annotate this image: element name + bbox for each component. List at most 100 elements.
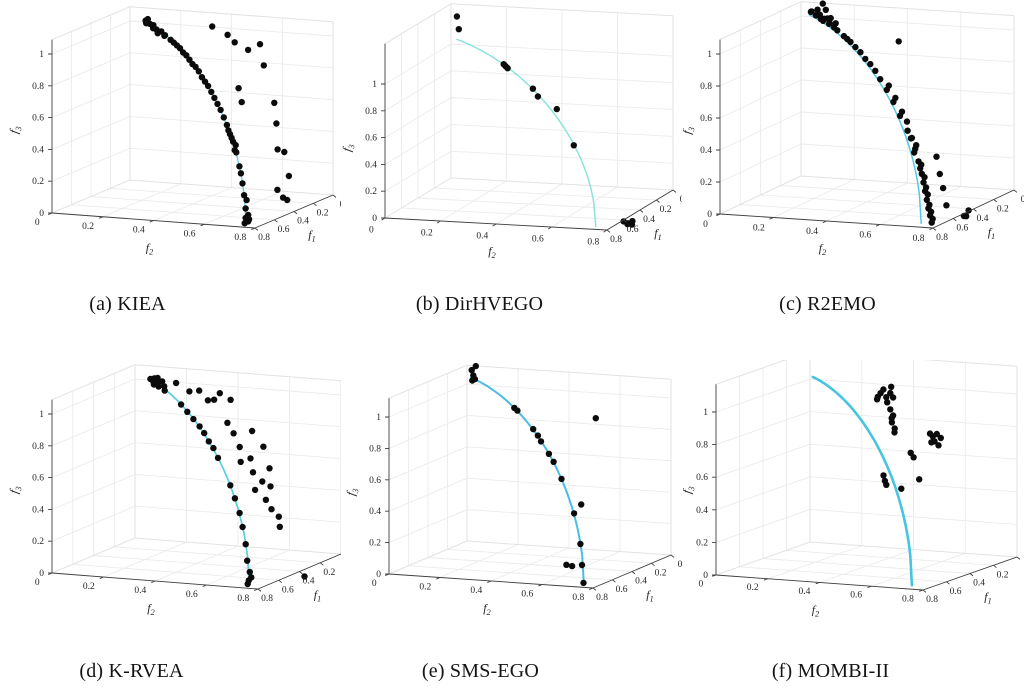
svg-text:1: 1 — [376, 413, 381, 423]
svg-text:0.4: 0.4 — [806, 227, 818, 237]
svg-text:0.2: 0.2 — [700, 178, 712, 188]
svg-text:0.2: 0.2 — [753, 223, 765, 233]
svg-text:0: 0 — [678, 560, 682, 570]
svg-text:1: 1 — [39, 410, 44, 420]
svg-text:0.2: 0.2 — [419, 583, 431, 593]
plot-e-sms-ego: 0 0.2 0.4 0.6 0.8 1 0 0.2 0.4 0.6 0.8 0.8 0.6 0.4 0.2 0… — [344, 362, 682, 617]
svg-text:0.8: 0.8 — [237, 594, 249, 604]
svg-text:0.6: 0.6 — [369, 476, 381, 486]
svg-text:1: 1 — [39, 50, 44, 60]
svg-text:f1: f1 — [314, 588, 322, 604]
svg-text:f3: f3 — [7, 125, 24, 135]
svg-text:0.2: 0.2 — [83, 582, 95, 592]
svg-text:0.8: 0.8 — [596, 593, 608, 603]
svg-text:f2: f2 — [812, 603, 820, 619]
svg-text:0.8: 0.8 — [913, 234, 925, 244]
svg-text:f2: f2 — [146, 241, 154, 257]
svg-text:0.8: 0.8 — [234, 233, 246, 243]
svg-text:1: 1 — [707, 50, 712, 60]
svg-text:0.6: 0.6 — [700, 114, 712, 124]
svg-text:f2: f2 — [488, 244, 496, 260]
svg-text:0.4: 0.4 — [977, 214, 989, 224]
svg-text:0.4: 0.4 — [696, 506, 708, 516]
svg-text:0.8: 0.8 — [902, 594, 914, 604]
svg-text:0.6: 0.6 — [184, 229, 196, 239]
svg-text:0.2: 0.2 — [997, 205, 1009, 215]
svg-text:0: 0 — [369, 225, 374, 235]
svg-text:f3: f3 — [683, 485, 697, 495]
svg-text:0.8: 0.8 — [696, 441, 708, 451]
svg-text:0.6: 0.6 — [278, 225, 290, 235]
svg-text:0.2: 0.2 — [369, 539, 381, 549]
svg-text:0.4: 0.4 — [303, 577, 315, 587]
caption-e: (e) SMS-EGO — [421, 660, 540, 682]
svg-text:f2: f2 — [819, 241, 827, 257]
svg-text:0.6: 0.6 — [950, 587, 962, 597]
svg-text:0: 0 — [707, 210, 712, 220]
svg-text:f1: f1 — [654, 226, 662, 242]
svg-text:0.2: 0.2 — [82, 222, 94, 232]
svg-text:0.4: 0.4 — [635, 577, 647, 587]
svg-text:0.4: 0.4 — [476, 231, 488, 241]
svg-text:0.4: 0.4 — [134, 586, 146, 596]
svg-text:0.2: 0.2 — [32, 177, 44, 187]
svg-text:0.8: 0.8 — [610, 235, 622, 245]
svg-text:0: 0 — [703, 220, 708, 230]
svg-text:0.4: 0.4 — [798, 587, 810, 597]
svg-text:0.2: 0.2 — [655, 568, 667, 578]
svg-text:f1: f1 — [984, 590, 992, 606]
svg-text:0.8: 0.8 — [572, 593, 584, 603]
svg-text:0.6: 0.6 — [956, 224, 968, 234]
svg-text:f3: f3 — [683, 125, 697, 135]
svg-text:0.8: 0.8 — [936, 233, 948, 243]
caption-c: (c) R2EMO — [779, 293, 876, 315]
svg-text:0.6: 0.6 — [532, 234, 544, 244]
svg-text:f1: f1 — [988, 225, 996, 241]
svg-text:0.6: 0.6 — [365, 134, 377, 144]
svg-text:0.8: 0.8 — [258, 233, 270, 243]
plot-f-mombi-ii: 00.20.40.60.8100.20.40.60.80.80.60.40.20… — [683, 360, 1024, 619]
svg-text:0.2: 0.2 — [365, 187, 377, 197]
caption-b: (b) DirHVEGO — [415, 293, 544, 315]
svg-text:0: 0 — [680, 195, 682, 205]
svg-text:0.8: 0.8 — [32, 82, 44, 92]
svg-text:1: 1 — [703, 408, 708, 418]
svg-text:0.6: 0.6 — [850, 591, 862, 601]
svg-text:0.8: 0.8 — [700, 82, 712, 92]
svg-text:0.2: 0.2 — [747, 583, 759, 593]
svg-text:0.4: 0.4 — [470, 586, 482, 596]
svg-text:0: 0 — [372, 579, 377, 589]
svg-text:f3: f3 — [7, 485, 24, 495]
svg-text:0.4: 0.4 — [297, 217, 309, 227]
svg-text:0.2: 0.2 — [696, 538, 708, 548]
plot-d-k-rvea: 00.20.40.60.8100.20.40.60.80.80.60.40.20… — [7, 364, 341, 617]
svg-text:0.2: 0.2 — [997, 570, 1009, 580]
caption-f: (f) MOMBI-II — [771, 660, 890, 682]
svg-text:0.8: 0.8 — [926, 595, 938, 605]
svg-text:0.2: 0.2 — [32, 537, 44, 547]
svg-text:f3: f3 — [341, 143, 357, 153]
svg-text:0: 0 — [340, 200, 341, 210]
svg-text:0: 0 — [1021, 195, 1024, 205]
svg-text:0: 0 — [699, 579, 704, 589]
svg-text:0.6: 0.6 — [32, 114, 44, 124]
svg-text:0: 0 — [39, 209, 44, 219]
svg-text:0: 0 — [35, 218, 40, 228]
svg-text:0.8: 0.8 — [261, 594, 273, 604]
svg-text:f2: f2 — [147, 601, 155, 617]
svg-text:0.6: 0.6 — [627, 225, 639, 235]
svg-text:0.4: 0.4 — [700, 146, 712, 156]
svg-text:0.8: 0.8 — [587, 237, 599, 247]
svg-text:f3: f3 — [344, 487, 361, 497]
svg-text:0: 0 — [35, 578, 40, 588]
svg-text:0.6: 0.6 — [32, 474, 44, 484]
svg-text:0: 0 — [703, 571, 708, 581]
svg-text:0.4: 0.4 — [133, 226, 145, 236]
svg-text:0: 0 — [372, 214, 377, 224]
svg-text:0.4: 0.4 — [973, 579, 985, 589]
svg-text:0.4: 0.4 — [365, 160, 377, 170]
svg-text:0.8: 0.8 — [365, 107, 377, 117]
svg-text:0.6: 0.6 — [696, 473, 708, 483]
svg-text:0.6: 0.6 — [616, 585, 628, 595]
